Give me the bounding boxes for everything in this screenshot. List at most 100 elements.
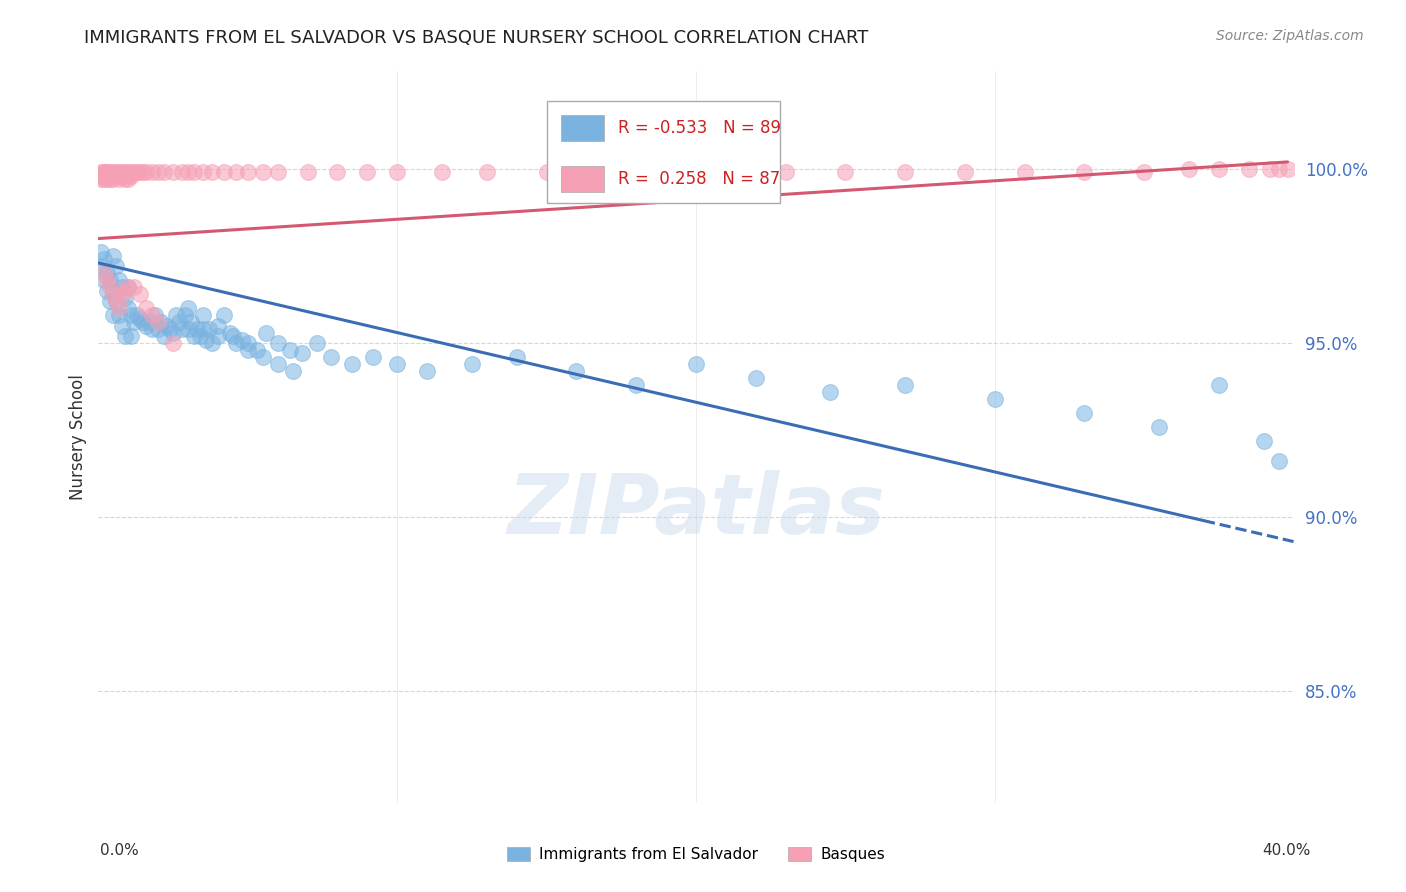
Point [984,392,1007,406]
Point [207,318,229,333]
Point [108,273,131,287]
Point [183,165,205,179]
Point [162,336,184,351]
Point [96,273,118,287]
Point [156,318,179,333]
Point [148,165,170,179]
Point [153,165,176,179]
Point [105,294,128,309]
Point [103,165,125,179]
Point [96,172,118,186]
Point [96,284,118,298]
Point [148,315,170,329]
Point [120,308,142,322]
Point [135,301,157,316]
Point [834,165,856,179]
Point [212,165,235,179]
Point [114,291,136,305]
Point [894,377,917,392]
Point [148,322,170,336]
Text: ZIPatlas: ZIPatlas [508,470,884,550]
Point [430,165,453,179]
Point [254,326,277,340]
Point [191,322,214,336]
Point [98,172,122,186]
Point [655,165,678,179]
Point [129,287,152,301]
Point [165,308,187,322]
Point [167,315,190,329]
Point [93,252,115,267]
Point [108,308,131,322]
Point [117,280,139,294]
Point [141,322,163,336]
Point [98,165,122,179]
Point [342,357,364,371]
Point [595,165,617,179]
Point [117,169,139,183]
Point [111,318,134,333]
Point [108,301,131,316]
Point [120,165,142,179]
Point [162,326,184,340]
Text: 0.0%: 0.0% [100,843,139,858]
Point [98,273,122,287]
Point [180,315,202,329]
FancyBboxPatch shape [547,101,780,203]
Bar [561,114,605,141]
Point [201,336,224,351]
Legend: Immigrants from El Salvador, Basques: Immigrants from El Salvador, Basques [501,841,891,868]
Point [461,357,484,371]
Point [117,280,139,294]
Point [385,357,409,371]
Point [953,165,976,179]
Point [117,301,139,316]
Point [172,165,194,179]
Point [103,169,125,183]
Point [536,165,558,179]
Point [1073,406,1095,420]
Point [114,284,136,298]
Point [93,169,115,183]
Point [267,336,290,351]
Point [236,165,259,179]
Point [143,308,166,322]
Point [120,169,142,183]
Point [267,165,290,179]
Point [198,322,221,336]
Point [117,172,139,186]
Point [714,165,737,179]
Point [326,165,349,179]
Point [201,165,224,179]
Point [305,336,328,351]
Point [252,165,274,179]
Point [236,343,259,357]
Point [236,336,259,351]
Point [1014,165,1036,179]
Point [1237,161,1260,176]
Point [1073,165,1095,179]
Point [685,357,707,371]
Point [120,329,142,343]
Point [105,165,128,179]
Point [108,172,131,186]
Point [141,165,163,179]
Point [186,322,208,336]
Point [129,165,152,179]
Point [1267,454,1289,468]
Point [96,266,118,280]
Point [114,172,136,186]
Point [1267,161,1289,176]
Point [105,294,128,309]
Point [114,329,136,343]
Point [124,165,146,179]
Point [506,350,529,364]
Point [177,322,200,336]
Text: IMMIGRANTS FROM EL SALVADOR VS BASQUE NURSERY SCHOOL CORRELATION CHART: IMMIGRANTS FROM EL SALVADOR VS BASQUE NU… [84,29,869,46]
Text: R = -0.533   N = 89: R = -0.533 N = 89 [619,119,782,136]
Point [96,165,118,179]
Text: Source: ZipAtlas.com: Source: ZipAtlas.com [1216,29,1364,43]
Point [626,377,648,392]
Point [98,169,122,183]
Point [1178,161,1201,176]
